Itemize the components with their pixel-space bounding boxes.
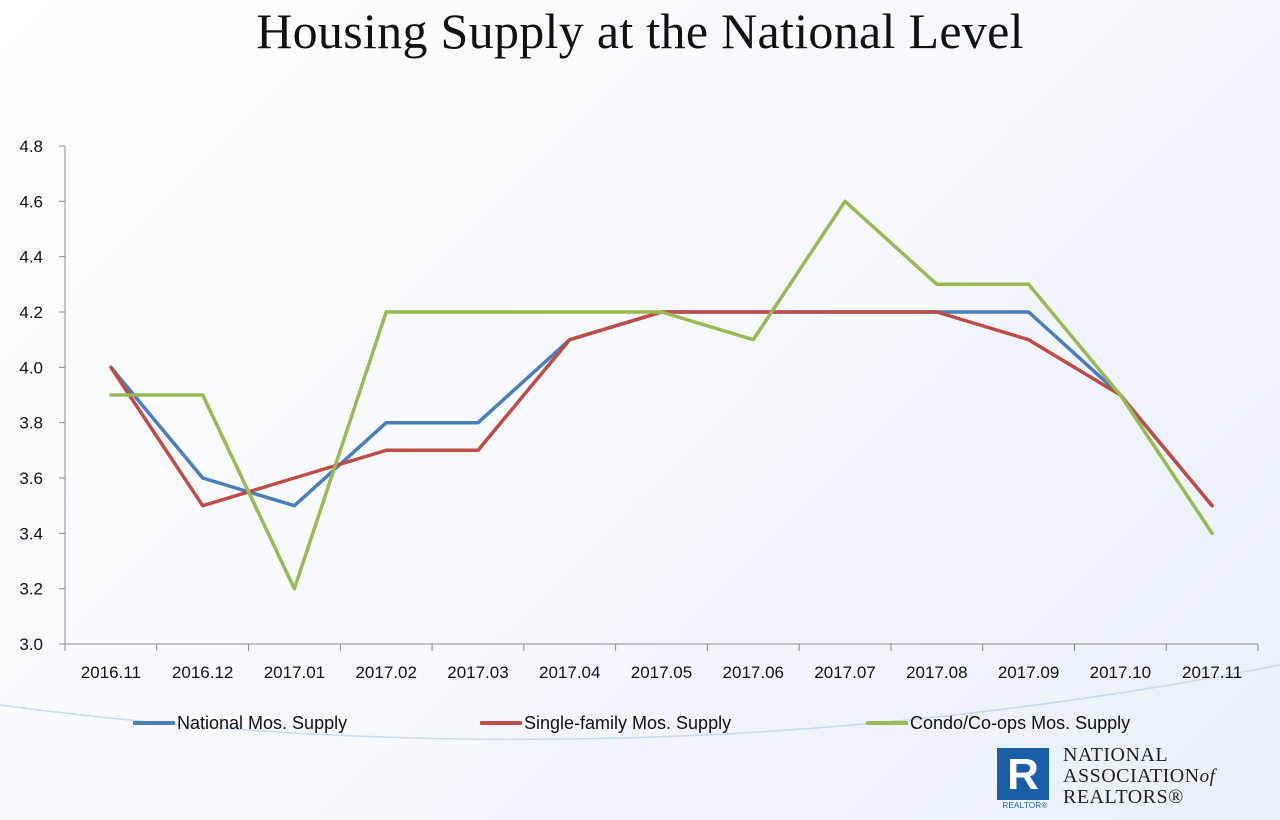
logo-line-2-text: ASSOCIATION — [1063, 765, 1200, 787]
legend-label-single-family: Single-family Mos. Supply — [524, 712, 732, 733]
x-tick-label: 2017.02 — [355, 663, 416, 682]
logo-mark-caption: REALTOR® — [1002, 801, 1048, 810]
decorative-swoosh — [0, 664, 1280, 741]
realtor-r-logo-icon: R — [997, 748, 1049, 800]
y-tick-label: 4.4 — [19, 248, 43, 267]
legend-label-national: National Mos. Supply — [177, 712, 348, 733]
y-tick-label: 3.2 — [19, 580, 43, 599]
legend-item-national: National Mos. Supply — [133, 708, 347, 738]
y-tick-label: 4.2 — [19, 303, 43, 322]
logo-mark-letter: R — [1007, 750, 1039, 799]
logo-line-3: REALTORS® — [1063, 786, 1184, 808]
legend-swatch-single-family — [480, 721, 522, 725]
x-tick-label: 2017.05 — [631, 663, 692, 682]
x-tick-label: 2017.08 — [906, 663, 967, 682]
y-tick-label: 3.0 — [19, 635, 43, 654]
x-tick-label: 2017.07 — [814, 663, 875, 682]
x-tick-label: 2017.01 — [264, 663, 325, 682]
legend-label-condo: Condo/Co-ops Mos. Supply — [910, 712, 1131, 733]
x-tick-label: 2017.10 — [1090, 663, 1151, 682]
x-tick-label: 2017.09 — [998, 663, 1059, 682]
nar-logo: R REALTOR® NATIONAL ASSOCIATIONof REALTO… — [997, 745, 1247, 815]
series-line-condo-co-ops-mos-supply — [109, 199, 1214, 591]
logo-line-2-of: of — [1199, 766, 1216, 787]
legend-swatch-national — [133, 721, 175, 725]
logo-line-2: ASSOCIATIONof — [1063, 765, 1216, 788]
y-tick-label: 3.6 — [19, 469, 43, 488]
x-tick-label: 2016.11 — [81, 663, 141, 682]
legend-item-single-family: Single-family Mos. Supply — [480, 708, 731, 738]
x-tick-label: 2016.12 — [172, 663, 233, 682]
chart-title: Housing Supply at the National Level — [256, 3, 1024, 59]
y-tick-label: 3.8 — [19, 414, 43, 433]
chart-legend: National Mos. Supply Single-family Mos. … — [0, 708, 1280, 738]
y-tick-label: 4.6 — [19, 192, 43, 211]
series-line-national-mos-supply — [109, 310, 1214, 508]
x-tick-label: 2017.04 — [539, 663, 600, 682]
legend-item-condo: Condo/Co-ops Mos. Supply — [866, 708, 1130, 738]
series-line-single-family-mos-supply — [109, 310, 1214, 508]
legend-swatch-condo — [866, 721, 908, 725]
y-tick-label: 3.4 — [19, 524, 43, 543]
x-tick-label: 2017.06 — [723, 663, 784, 682]
y-tick-label: 4.8 — [19, 137, 43, 156]
logo-wordmark: NATIONAL ASSOCIATIONof REALTORS® — [1063, 745, 1215, 808]
logo-line-1: NATIONAL — [1063, 744, 1169, 766]
y-tick-label: 4.0 — [19, 358, 43, 377]
x-tick-label: 2017.11 — [1182, 663, 1242, 682]
x-tick-label: 2017.03 — [447, 663, 508, 682]
